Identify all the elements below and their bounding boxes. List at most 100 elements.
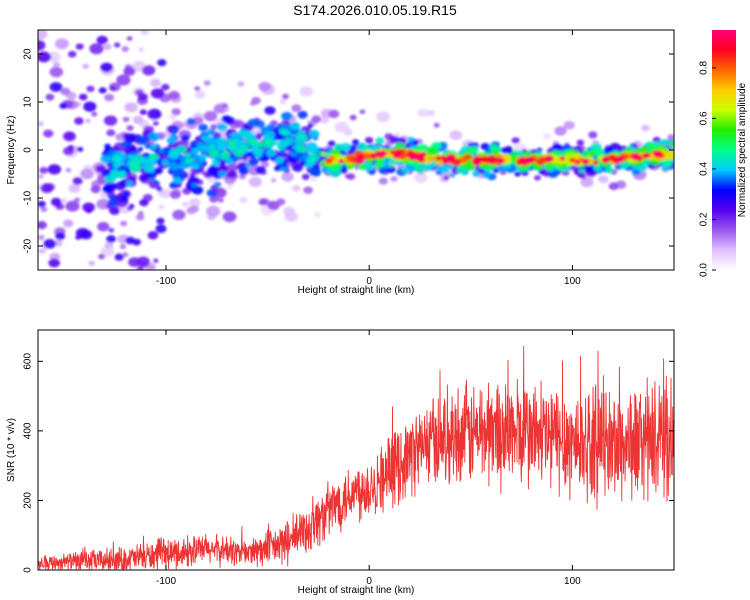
spectrogram-cell	[135, 214, 145, 221]
spectrogram-cell	[154, 167, 164, 174]
spectrogram-cell	[282, 93, 289, 100]
colorbar-tick-label: 0.0	[699, 263, 710, 277]
spectrogram-cell	[83, 101, 97, 112]
colorbar-ticks: 0.0 0.2 0.4 0.6 0.8	[699, 61, 716, 277]
spectrogram-cell	[158, 190, 166, 197]
spectrogram-cell	[139, 109, 147, 115]
spectrogram-cell	[74, 117, 84, 125]
spectrogram-cell	[90, 185, 101, 194]
spectrogram-cell	[246, 138, 257, 146]
spectrogram-cell	[111, 155, 120, 162]
colorbar-tick-label: 0.4	[699, 162, 710, 176]
spectrogram-cell	[439, 155, 447, 161]
spectrogram-cell	[265, 148, 277, 157]
spectrogram-cell	[283, 137, 294, 146]
spectrogram-cell	[414, 172, 428, 183]
spectrogram-cell	[181, 134, 190, 142]
spectrogram-cell	[661, 140, 669, 146]
spectrogram-cell	[147, 167, 155, 173]
spectrogram-cell	[514, 171, 521, 177]
spectrogram-cell	[65, 200, 80, 212]
spectrogram-cell	[122, 116, 130, 123]
spectrogram-cell	[482, 170, 492, 179]
spectrogram-cell	[142, 65, 156, 76]
spectrogram-cell	[149, 177, 155, 182]
spectrogram-cell	[125, 236, 135, 245]
spectrogram-cell	[467, 142, 473, 147]
spectrogram-cell	[147, 231, 159, 240]
spectrogram-cell	[538, 169, 545, 175]
spectrogram-cell	[158, 148, 165, 154]
spectrogram-cell	[125, 180, 133, 186]
spectrogram-cell	[150, 88, 165, 99]
spectrogram-cell	[189, 198, 201, 207]
spectrogram-cell	[355, 157, 365, 165]
spectrogram-cell	[233, 119, 245, 128]
spectrogram-cell	[500, 147, 508, 153]
spectrogram-cell	[128, 203, 135, 209]
spectrogram-cell	[314, 212, 321, 218]
spectrogram-cell	[327, 140, 336, 147]
spectrogram-cell	[227, 170, 238, 179]
spectrogram-cell	[38, 30, 48, 40]
spectrogram-cell	[264, 106, 276, 115]
spectrogram-cell	[213, 187, 227, 198]
spectrogram-cell	[378, 177, 388, 185]
spectrogram-cell	[107, 194, 113, 199]
spectrogram-cell	[376, 111, 390, 123]
spectrogram-cell	[325, 158, 333, 164]
spectrogram-cell	[370, 153, 377, 159]
spectrogram-cell	[184, 152, 191, 158]
spectrogram-cell	[104, 241, 114, 249]
snr-ytick-label: 200	[23, 492, 34, 509]
colorbar-tick-label: 0.2	[699, 212, 710, 226]
spectrogram-cell	[428, 155, 436, 162]
spectrogram-cell	[209, 144, 216, 150]
spectrogram-cell	[132, 115, 144, 124]
spectrogram-cell	[630, 152, 642, 161]
spectrogram-cell	[352, 139, 360, 145]
spectrogram-cell	[598, 175, 609, 184]
spectrogram-cell	[76, 146, 84, 152]
spectrogram-cell	[208, 149, 220, 158]
spectrogram-cell	[292, 185, 301, 192]
spectrogram-cell	[43, 129, 54, 138]
spectrogram-cell	[320, 151, 327, 157]
spectrogram-cell	[506, 167, 515, 173]
snr-series-line	[38, 345, 674, 570]
spectrogram-cell	[426, 146, 437, 155]
spectrogram-cell	[666, 151, 674, 158]
spectrogram-ytick-label: -20	[23, 238, 34, 253]
figure-title: S174.2026.010.05.19.R15	[293, 2, 457, 18]
spectrogram-cell	[291, 163, 304, 172]
snr-xtick-label: -100	[156, 576, 176, 587]
spectrogram-cell	[213, 104, 226, 114]
spectrogram-cell	[108, 228, 115, 233]
spectrogram-cell	[38, 121, 44, 126]
spectrogram-cell	[667, 134, 674, 141]
spectrogram-cell	[98, 253, 106, 260]
spectrogram-cell	[581, 158, 590, 165]
spectrogram-ytick-label: 20	[23, 48, 34, 60]
colorbar-label: Normalized spectral amplitude	[737, 82, 748, 217]
spectrogram-cell	[254, 120, 265, 128]
spectrogram-cell	[586, 152, 592, 157]
spectrogram-cell	[362, 145, 369, 150]
spectrogram-cell	[552, 144, 563, 152]
spectrogram-cell	[166, 136, 177, 144]
spectrogram-cell	[103, 43, 112, 50]
snr-ytick-label: 400	[23, 422, 34, 439]
spectrogram-cell	[158, 204, 165, 210]
spectrogram-cell	[104, 93, 115, 102]
spectrogram-cell	[222, 103, 228, 108]
spectrogram-cell	[121, 46, 129, 52]
spectrogram-cell	[580, 177, 594, 188]
spectrogram-cell	[441, 145, 448, 150]
spectrogram-cell	[38, 248, 45, 254]
spectrogram-cell	[98, 87, 107, 94]
spectrogram-cell	[207, 166, 219, 175]
spectrogram-cell	[198, 153, 207, 160]
spectrogram-cell	[54, 239, 63, 247]
spectrogram-cell	[563, 120, 575, 130]
spectrogram-cell	[468, 145, 479, 155]
